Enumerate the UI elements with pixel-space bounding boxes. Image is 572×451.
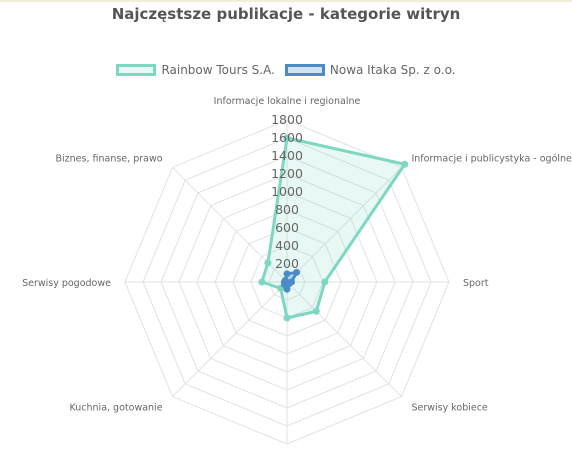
- data-point[interactable]: [321, 278, 329, 286]
- data-point[interactable]: [312, 307, 320, 315]
- tick-label: 600: [275, 220, 299, 235]
- grid-spoke: [286, 281, 402, 397]
- tick-label: 1600: [271, 130, 303, 145]
- category-label: Informacje lokalne i regionalne: [214, 96, 361, 107]
- data-point[interactable]: [258, 278, 266, 286]
- category-label: Serwisy pogodowe: [22, 278, 111, 289]
- tick-label: 1200: [271, 166, 303, 181]
- tick-label: 1000: [271, 184, 303, 199]
- tick-label: 1800: [271, 112, 303, 127]
- category-label: Kuchnia, gotowanie: [70, 402, 163, 413]
- legend-item-nowa-itaka[interactable]: Nowa Itaka Sp. z o.o.: [284, 63, 456, 77]
- legend-item-rainbow-tours[interactable]: Rainbow Tours S.A.: [116, 63, 275, 77]
- grid-spoke: [172, 281, 288, 397]
- legend-label: Rainbow Tours S.A.: [161, 63, 275, 77]
- data-point[interactable]: [283, 314, 291, 322]
- category-label: Biznes, finanse, prawo: [56, 154, 163, 165]
- data-point[interactable]: [401, 160, 409, 168]
- data-point[interactable]: [283, 134, 291, 142]
- radar-labels: 200 400 600 800 1000 1200 1400 1600 1800 Informac…: [22, 96, 572, 413]
- data-point[interactable]: [281, 276, 289, 284]
- radar-grid: [124, 119, 450, 445]
- data-point[interactable]: [264, 259, 272, 267]
- radar-series: [258, 134, 409, 322]
- data-point[interactable]: [283, 270, 291, 278]
- category-label: Informacje i publicystyka - ogólne: [411, 154, 572, 165]
- legend-label: Nowa Itaka Sp. z o.o.: [329, 63, 456, 77]
- top-rule: [0, 0, 572, 2]
- category-label: Sport: [463, 278, 489, 289]
- tick-label: 800: [275, 202, 299, 217]
- grid-spoke: [286, 167, 402, 283]
- legend-swatch: [116, 64, 157, 76]
- data-point[interactable]: [293, 268, 301, 276]
- legend: Rainbow Tours S.A. Nowa Itaka Sp. z o.o.: [0, 63, 572, 77]
- legend-swatch: [284, 64, 325, 76]
- tick-label: 1400: [271, 148, 303, 163]
- tick-label: 200: [275, 256, 299, 271]
- tick-label: 400: [275, 238, 299, 253]
- category-label: Serwisy kobiece: [411, 402, 487, 413]
- chart-title: Najczęstsze publikacje - kategorie witry…: [111, 5, 461, 23]
